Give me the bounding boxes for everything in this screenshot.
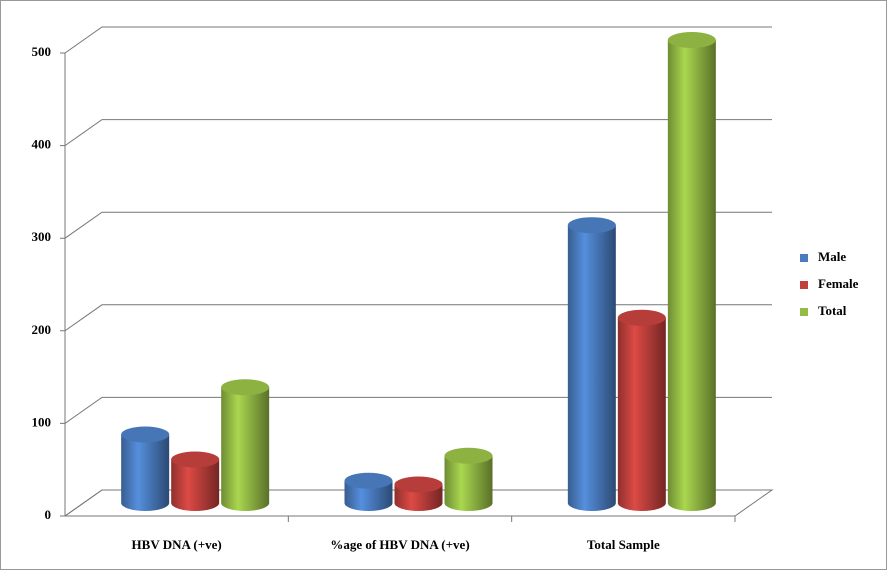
legend-swatch <box>800 308 808 316</box>
y-tick-label: 100 <box>32 414 52 429</box>
legend-label: Female <box>818 276 859 291</box>
bar <box>617 317 666 511</box>
grid-line <box>60 211 772 239</box>
bar <box>344 480 393 511</box>
bar <box>221 387 270 511</box>
y-tick-label: 400 <box>32 137 52 152</box>
bar-top <box>617 309 666 326</box>
bar <box>567 225 616 511</box>
legend-label: Male <box>818 249 846 264</box>
grid-line <box>60 304 772 332</box>
y-tick-label: 300 <box>32 229 52 244</box>
bar <box>667 40 716 511</box>
x-tick-label: %age of HBV DNA (+ve) <box>330 537 469 552</box>
bar-top <box>121 426 170 443</box>
bar-top <box>444 447 493 464</box>
bar <box>171 459 220 511</box>
bar-top <box>171 451 220 468</box>
grid-line <box>60 396 772 424</box>
y-tick-label: 0 <box>45 507 52 522</box>
grid-line <box>60 26 772 54</box>
grid-line <box>60 119 772 147</box>
legend-label: Total <box>818 303 847 318</box>
bar-top <box>221 379 270 396</box>
y-tick-label: 500 <box>32 44 52 59</box>
legend-swatch <box>800 254 808 262</box>
bar-top <box>394 476 443 493</box>
legend-swatch <box>800 281 808 289</box>
y-tick-label: 200 <box>32 322 52 337</box>
bar <box>444 455 493 511</box>
x-tick-label: Total Sample <box>587 537 660 552</box>
bar <box>121 434 170 511</box>
bar-top <box>667 32 716 48</box>
bar-top <box>567 217 616 234</box>
x-tick-label: HBV DNA (+ve) <box>132 537 222 552</box>
bar-top <box>344 472 393 489</box>
